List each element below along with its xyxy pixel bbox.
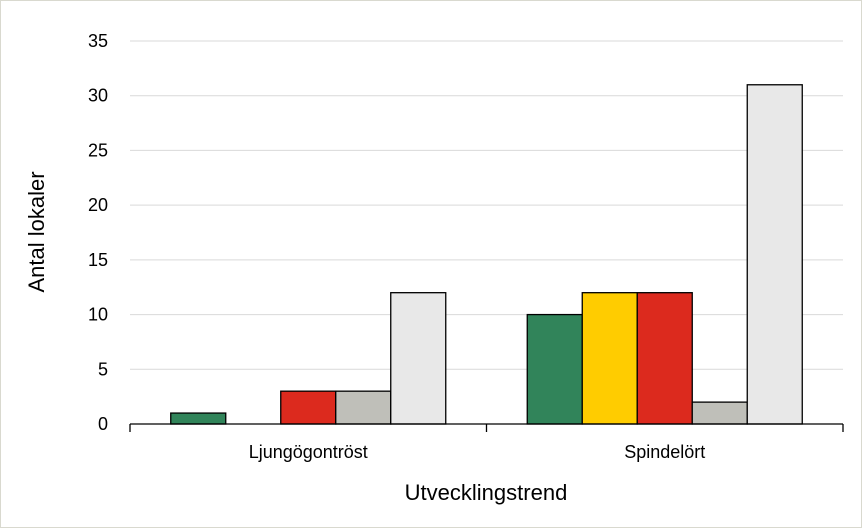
- y-tick-labels: 0 5 10 15 20 25 30 35: [88, 31, 108, 434]
- y-tick-label: 10: [88, 305, 108, 325]
- bars: [170, 84, 803, 425]
- y-tick-label: 15: [88, 250, 108, 270]
- axes: [129, 423, 844, 432]
- x-category-label: Spindelört: [624, 442, 705, 462]
- y-tick-label: 0: [98, 414, 108, 434]
- y-tick-label: 30: [88, 86, 108, 106]
- bar: [390, 292, 447, 425]
- bar: [636, 292, 693, 425]
- x-category-labels: Ljungögontröst Spindelört: [249, 442, 706, 462]
- x-category-label: Ljungögontröst: [249, 442, 368, 462]
- bar: [335, 390, 392, 425]
- bar: [280, 390, 337, 425]
- x-axis-title: Utvecklingstrend: [405, 480, 568, 505]
- bar: [581, 292, 638, 425]
- bar: [170, 412, 227, 425]
- y-tick-label: 5: [98, 359, 108, 379]
- y-tick-label: 25: [88, 140, 108, 160]
- bar: [526, 313, 583, 425]
- bar: [691, 401, 748, 425]
- y-tick-label: 20: [88, 195, 108, 215]
- y-tick-label: 35: [88, 31, 108, 51]
- bar: [746, 84, 803, 425]
- gridlines: [130, 40, 843, 370]
- y-axis-title: Antal lokaler: [24, 171, 49, 292]
